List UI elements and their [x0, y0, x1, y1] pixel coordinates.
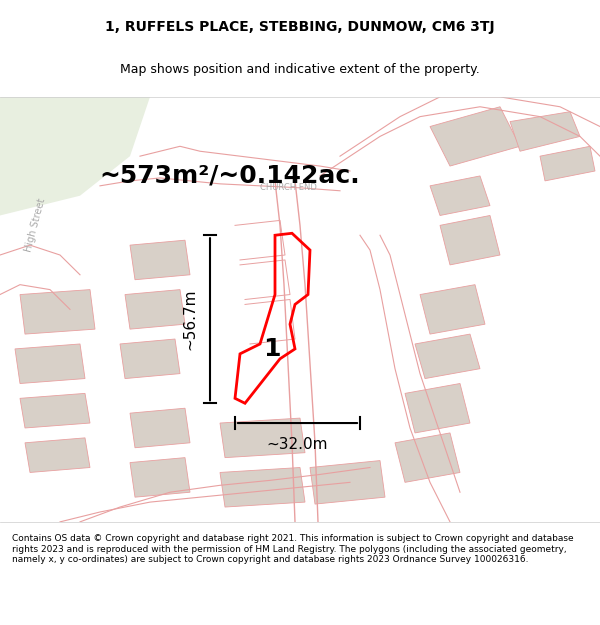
Polygon shape: [15, 344, 85, 384]
Polygon shape: [430, 176, 490, 216]
Text: High Street: High Street: [23, 198, 47, 253]
Text: CHURCH END: CHURCH END: [260, 183, 316, 192]
Text: Map shows position and indicative extent of the property.: Map shows position and indicative extent…: [120, 63, 480, 76]
Polygon shape: [395, 433, 460, 482]
Text: 1, RUFFELS PLACE, STEBBING, DUNMOW, CM6 3TJ: 1, RUFFELS PLACE, STEBBING, DUNMOW, CM6 …: [105, 20, 495, 34]
Polygon shape: [540, 146, 595, 181]
Polygon shape: [415, 334, 480, 379]
Polygon shape: [130, 408, 190, 447]
Polygon shape: [440, 216, 500, 265]
Polygon shape: [20, 289, 95, 334]
Polygon shape: [220, 418, 305, 457]
Polygon shape: [120, 339, 180, 379]
Polygon shape: [130, 458, 190, 497]
Polygon shape: [125, 289, 185, 329]
Polygon shape: [130, 240, 190, 280]
Polygon shape: [220, 468, 305, 507]
Polygon shape: [0, 97, 150, 216]
Polygon shape: [420, 284, 485, 334]
Polygon shape: [430, 107, 520, 166]
Polygon shape: [25, 438, 90, 472]
Text: ~573m²/~0.142ac.: ~573m²/~0.142ac.: [100, 164, 361, 188]
Polygon shape: [310, 461, 385, 504]
Polygon shape: [405, 384, 470, 433]
Polygon shape: [510, 112, 580, 151]
Polygon shape: [20, 393, 90, 428]
Text: ~56.7m: ~56.7m: [182, 289, 197, 350]
Text: 1: 1: [263, 337, 281, 361]
Text: Contains OS data © Crown copyright and database right 2021. This information is : Contains OS data © Crown copyright and d…: [12, 534, 574, 564]
Text: ~32.0m: ~32.0m: [267, 438, 328, 452]
